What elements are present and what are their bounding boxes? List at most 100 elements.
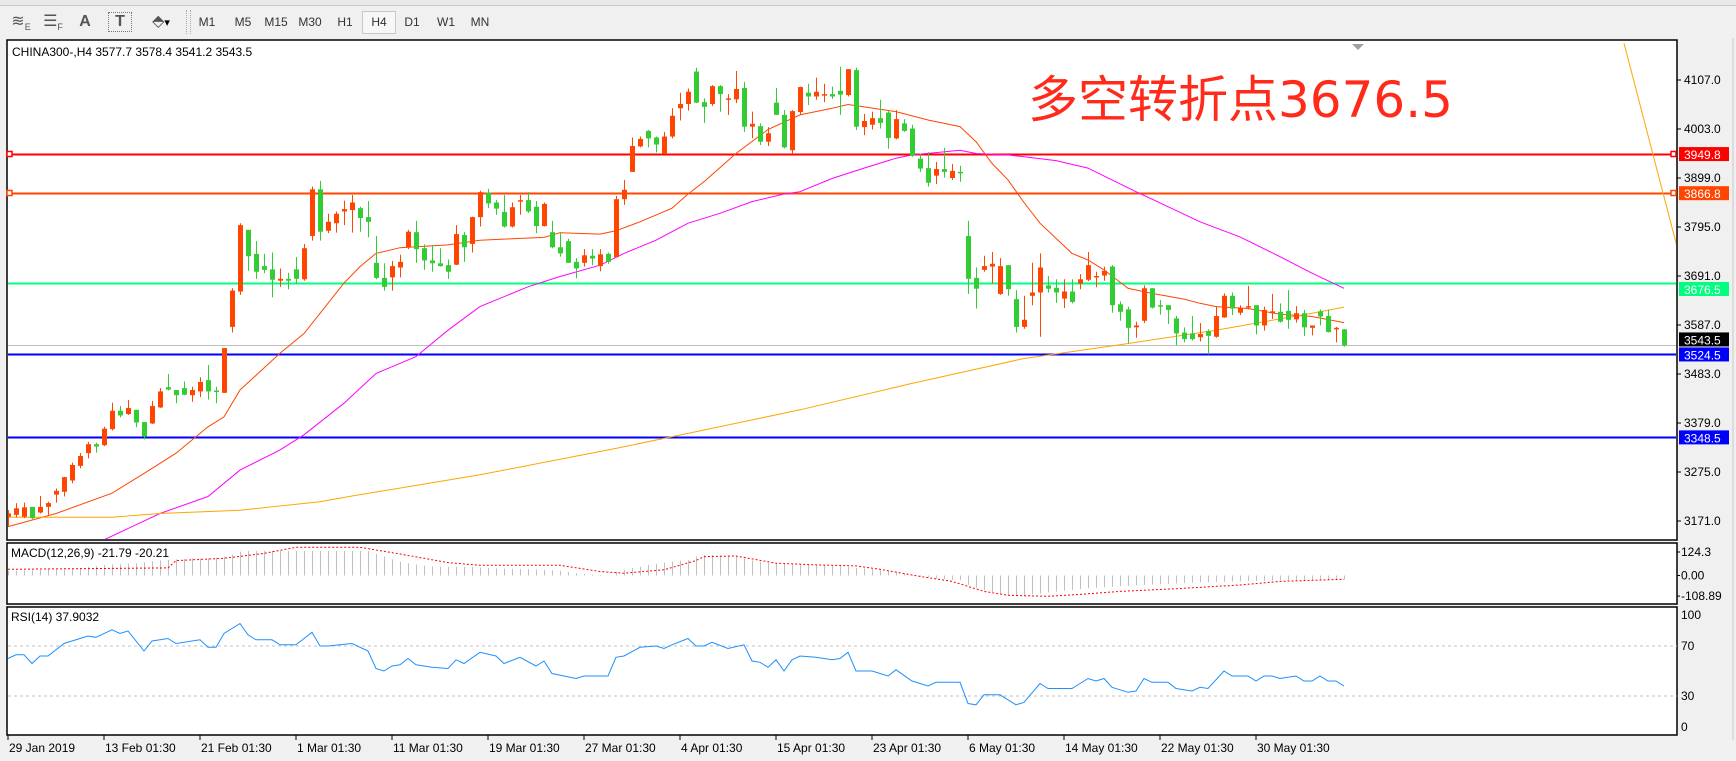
candle (974, 267, 979, 309)
main-pane[interactable] (6, 39, 1678, 541)
candle (102, 426, 107, 447)
timeframe-mn[interactable]: MN (470, 15, 490, 29)
rsi-axis-label: 70 (1681, 639, 1695, 653)
candle (830, 86, 835, 99)
text-icon[interactable]: A (79, 13, 91, 30)
candle-body (470, 217, 475, 244)
candle-body (1006, 265, 1011, 290)
price-label-3949.8: 3949.8 (1684, 148, 1721, 162)
main-clipped (8, 43, 1676, 539)
candle (382, 263, 387, 291)
symbol-info: CHINA300-,H4 3577.7 3578.4 3541.2 3543.5 (12, 45, 253, 59)
candle-body (430, 260, 435, 264)
rsi-line (7, 622, 1345, 706)
candle (598, 249, 603, 272)
candle-body (1046, 285, 1051, 289)
candle (918, 153, 923, 172)
candle (150, 400, 155, 424)
date-label: 13 Feb 01:30 (105, 741, 176, 755)
candle-body (1038, 267, 1043, 293)
rsi-pane[interactable] (6, 606, 1678, 736)
price-label-box (1679, 347, 1729, 362)
macd-pane[interactable] (6, 542, 1678, 605)
candle-body (110, 410, 115, 430)
candle (1270, 293, 1275, 319)
arrows-icon[interactable]: ⬘▾ (143, 12, 179, 32)
candle-body (1142, 288, 1147, 321)
candle (878, 99, 883, 129)
candle-body (918, 158, 923, 169)
timeframe-h1[interactable]: H1 (337, 15, 353, 29)
candle (142, 422, 147, 440)
candle-body (174, 390, 179, 396)
candle (702, 98, 707, 123)
chevron-down-icon[interactable]: ▾ (164, 17, 170, 29)
timeframe-d1[interactable]: D1 (404, 15, 420, 29)
price-label-box (1679, 332, 1729, 347)
candle-body (158, 391, 163, 408)
candle (1334, 326, 1339, 343)
candle-body (334, 213, 339, 224)
date-label: 6 May 01:30 (969, 741, 1035, 755)
date-label: 11 Mar 01:30 (393, 741, 463, 755)
candle-body (1094, 276, 1099, 278)
candle (1286, 290, 1291, 329)
arrows-glyph: ⬘ (152, 13, 165, 30)
price-axis: 4107.0 4003.0 3899.0 3795.0 3691.0 3587.0 3483… (1677, 73, 1729, 528)
candle (118, 406, 123, 418)
candle-body (870, 118, 875, 125)
candle-body (166, 387, 171, 390)
timeframe-m30[interactable]: M30 (298, 15, 322, 29)
timeframe-w1[interactable]: W1 (437, 15, 455, 29)
headline-annotation[interactable]: 多空转折点3676.5 (1028, 71, 1453, 129)
candle (1158, 300, 1163, 315)
timeframe-h4[interactable]: H4 (362, 11, 396, 34)
candle-body (342, 209, 347, 212)
candle-body (214, 390, 219, 392)
candle-body (1182, 332, 1187, 340)
candle (1006, 265, 1011, 296)
text-label-icon[interactable]: T (108, 12, 132, 32)
elliott-wave-icon[interactable]: ≋E (8, 12, 34, 32)
candle (94, 442, 99, 453)
candle (814, 77, 819, 100)
candle (158, 388, 163, 408)
candle-body (1014, 299, 1019, 327)
candle (966, 220, 971, 294)
candle-body (622, 189, 627, 200)
candle (726, 94, 731, 115)
candle (1230, 292, 1235, 316)
candle-body (398, 261, 403, 268)
fibonacci-lines-icon[interactable]: ☰F (40, 12, 66, 32)
candle-body (1150, 288, 1155, 308)
candle-body (14, 508, 19, 515)
timeframe-m15[interactable]: M15 (264, 15, 288, 29)
timeframe-m1[interactable]: M1 (198, 15, 216, 29)
candle (902, 119, 907, 132)
candle-body (822, 94, 827, 96)
candle-body (270, 269, 275, 280)
timeframe-m5[interactable]: M5 (234, 15, 252, 29)
candle (1214, 306, 1219, 338)
candle (846, 69, 851, 97)
candle-body (182, 388, 187, 395)
candle (1022, 295, 1027, 329)
candle (502, 194, 507, 228)
candle (1030, 262, 1035, 306)
candle-body (486, 192, 491, 204)
candle (326, 213, 331, 234)
candle-body (854, 70, 859, 127)
candle-body (518, 200, 523, 202)
candle-body (454, 234, 459, 265)
candle (1206, 329, 1211, 355)
candle-body (1070, 291, 1075, 302)
candle-body (1062, 291, 1067, 299)
candle (782, 110, 787, 149)
chart-shift-marker-icon[interactable] (1352, 44, 1364, 50)
candle (1182, 327, 1187, 343)
candle (62, 476, 67, 497)
candle-body (1030, 292, 1035, 296)
candle (8, 510, 11, 527)
candle (190, 386, 195, 402)
